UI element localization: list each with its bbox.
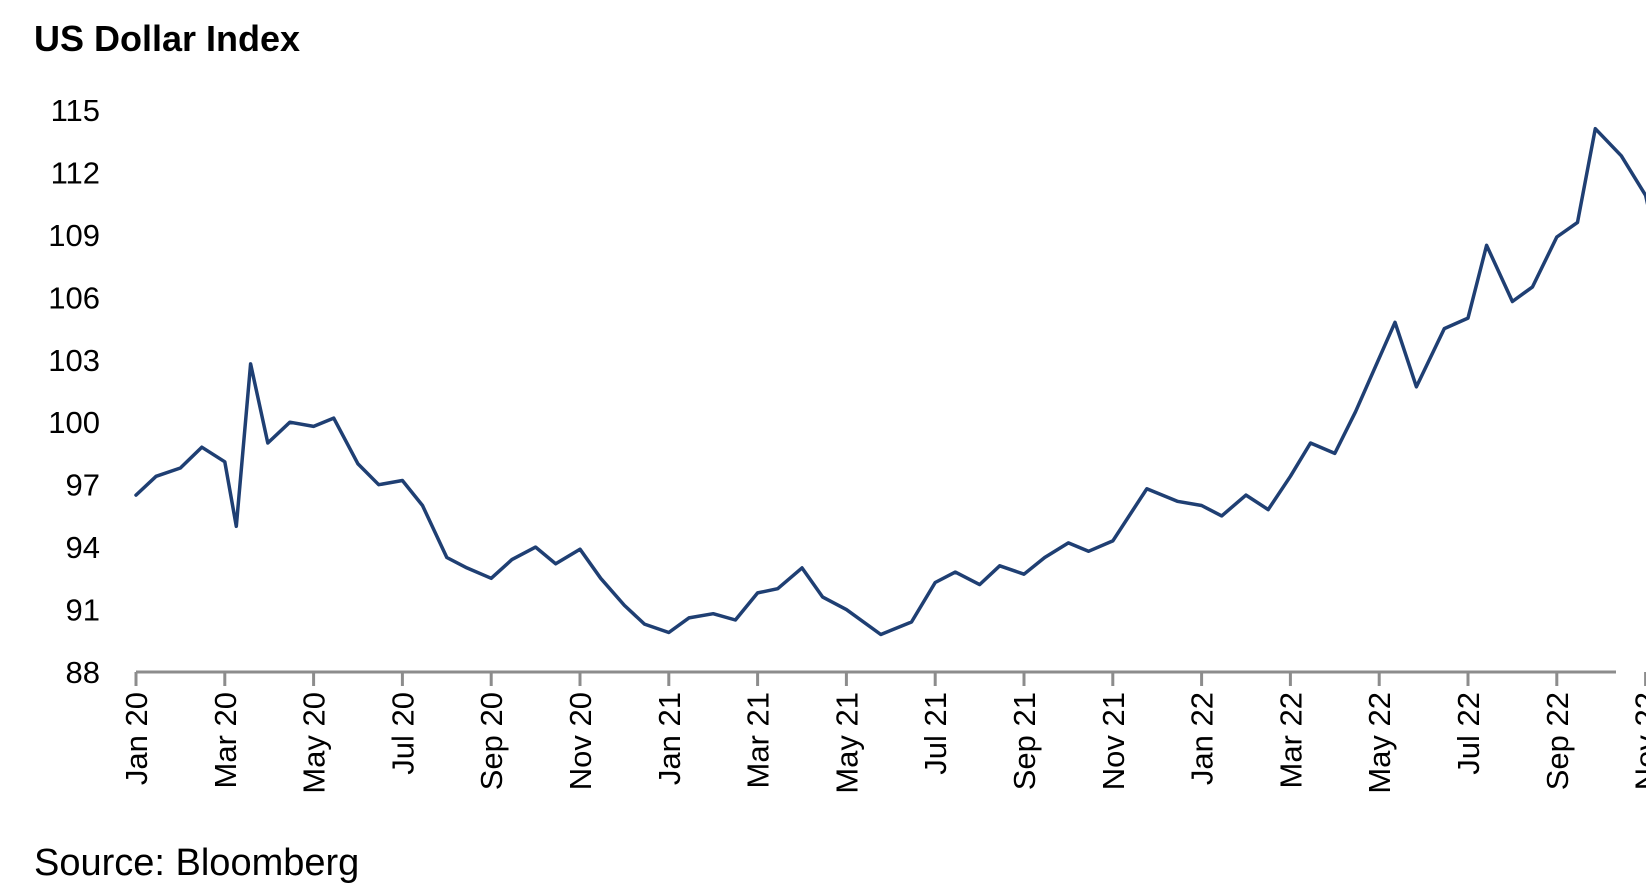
y-tick-label-115: 115 xyxy=(51,93,100,128)
chart-source-note: Source: Bloomberg xyxy=(34,842,360,884)
x-tick-label: Jul 22 xyxy=(1451,692,1486,775)
x-tick-label: Mar 21 xyxy=(741,692,776,788)
x-tick-label: Nov 22 xyxy=(1629,692,1646,790)
x-tick-label: Jan 20 xyxy=(119,692,154,785)
x-tick-label: Nov 20 xyxy=(563,692,598,790)
x-tick-label: Mar 20 xyxy=(208,692,243,788)
y-tick-label-100: 100 xyxy=(48,405,100,440)
y-axis-tick-labels: 88 91 94 97 100 103 106 109 112 115 xyxy=(48,93,100,690)
x-tick-label: Jan 22 xyxy=(1185,692,1220,785)
x-tick-label: Nov 21 xyxy=(1096,692,1131,790)
x-tick-label: Jul 21 xyxy=(918,692,953,775)
y-tick-label-109: 109 xyxy=(48,218,100,253)
x-tick-label: May 20 xyxy=(297,692,332,794)
x-tick-label: Sep 20 xyxy=(474,692,509,790)
y-tick-label-88: 88 xyxy=(66,655,100,690)
x-axis-tick-marks xyxy=(134,672,1646,686)
x-tick-label: May 22 xyxy=(1362,692,1397,794)
x-tick-label: Jan 21 xyxy=(652,692,687,785)
x-tick-label: Sep 22 xyxy=(1540,692,1575,790)
x-axis-tick-labels: Jan 20 Mar 20 May 20 Jul 20 Sep 20 Nov 20 Jan … xyxy=(119,692,1646,794)
x-tick-label: May 21 xyxy=(829,692,864,794)
y-tick-label-91: 91 xyxy=(66,593,100,628)
y-tick-label-112: 112 xyxy=(51,155,100,190)
x-tick-label: Mar 22 xyxy=(1273,692,1308,788)
y-tick-label-103: 103 xyxy=(48,343,100,378)
series-line-dollar-index xyxy=(134,126,1646,637)
chart-title: US Dollar Index xyxy=(34,18,301,59)
y-tick-label-106: 106 xyxy=(48,280,100,315)
x-tick-label: Sep 21 xyxy=(1007,692,1042,790)
x-tick-label: Jul 20 xyxy=(385,692,420,775)
y-tick-label-97: 97 xyxy=(66,468,100,503)
y-tick-label-94: 94 xyxy=(66,530,100,565)
